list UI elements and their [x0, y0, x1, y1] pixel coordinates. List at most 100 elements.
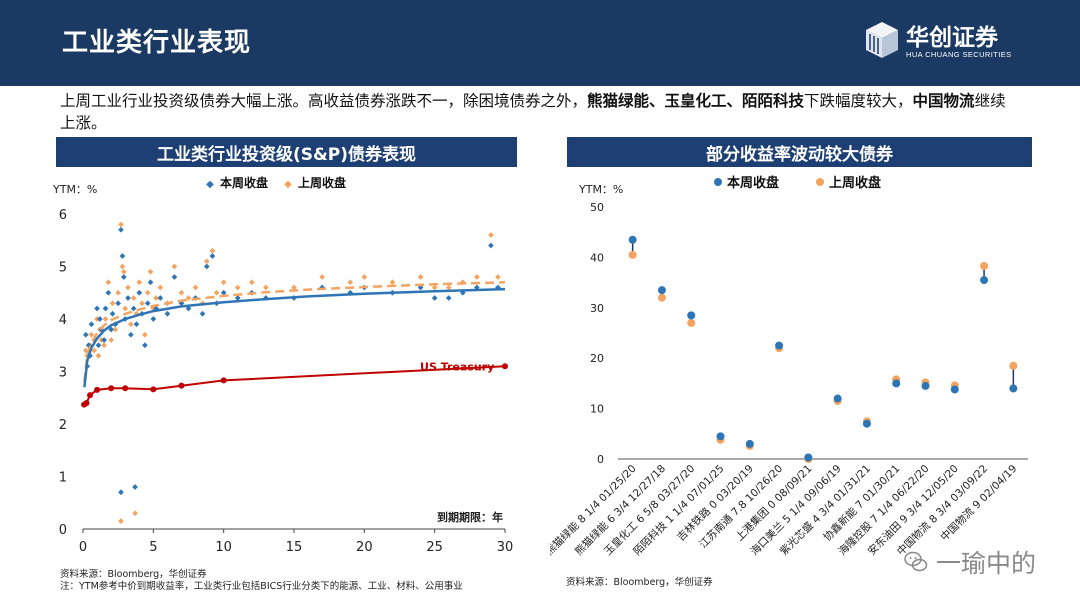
scatter-point-last: [192, 284, 199, 291]
point-current: [657, 286, 666, 295]
scatter-point-last: [474, 274, 480, 280]
treasury-point: [94, 386, 101, 393]
scatter-point-current: [109, 310, 116, 317]
scatter-point-current: [203, 263, 210, 270]
scatter-point-current: [95, 342, 102, 349]
scatter-point-last: [122, 305, 129, 312]
y-tick-label: 2: [59, 418, 67, 433]
logo-name: 华创证券: [906, 25, 998, 51]
point-current: [775, 341, 784, 350]
scatter-point-current: [118, 226, 124, 233]
scatter-point-last: [178, 289, 185, 296]
x-tick-label: 30: [497, 540, 514, 555]
scatter-point-last: [105, 279, 112, 286]
scatter-point-last: [95, 352, 102, 359]
scatter-point-last: [445, 284, 452, 291]
scatter-point-current: [136, 289, 143, 296]
scatter-point-current: [115, 300, 121, 307]
scatter-point-last: [234, 284, 241, 291]
legend-marker-current: [714, 178, 722, 186]
point-current: [833, 394, 842, 403]
scatter-point-last: [119, 263, 126, 270]
treasury-point: [178, 382, 185, 389]
scatter-point-current: [132, 484, 138, 490]
treasury-annotation: US Treasury: [420, 360, 494, 373]
scatter-point-current: [445, 295, 452, 301]
scatter-point-last: [185, 295, 192, 301]
treasury-line: [83, 365, 506, 406]
point-last: [1009, 361, 1018, 370]
scatter-point-last: [101, 342, 107, 349]
scatter-point-current: [127, 331, 134, 338]
y-tick-label: 5: [59, 261, 67, 276]
summary-part-3: 继续上涨。: [60, 92, 1006, 132]
scatter-point-current: [120, 274, 127, 280]
left-footnote: 注：YTM参考中价到期收益率，工业类行业包括BICS行业分类下的能源、工业、材料…: [60, 581, 463, 592]
scatter-point-last: [389, 279, 396, 286]
scatter-point-last: [120, 268, 127, 275]
scatter-point-last: [144, 289, 151, 296]
scatter-point-last: [347, 279, 354, 286]
treasury-point: [87, 392, 94, 399]
scatter-point-current: [171, 274, 178, 280]
scatter-point-last: [118, 221, 124, 228]
scatter-point-last: [118, 518, 124, 524]
scatter-point-last: [319, 274, 325, 280]
y-tick-label: 50: [590, 201, 604, 214]
scatter-point-last: [125, 284, 131, 291]
header-bar: 工业类行业表现 华创证券 HUA CHUANG SECURITIES: [0, 0, 1080, 86]
x-tick-label: 10: [215, 540, 232, 555]
scatter-point-last: [209, 247, 216, 254]
scatter-point-last: [220, 279, 227, 286]
point-current: [950, 385, 959, 394]
legend-label-current: 本周收盘: [220, 175, 268, 190]
x-tick-label: 5: [149, 540, 157, 555]
scatter-point-current: [147, 279, 154, 286]
scatter-point-current: [130, 305, 137, 312]
y-tick-label: 30: [590, 302, 604, 315]
y-tick-label: 0: [597, 453, 604, 466]
legend-marker-last: ◆: [284, 179, 292, 190]
watermark: 一瑜中的: [936, 549, 1037, 578]
point-current: [716, 432, 725, 441]
legend-label-last: 上周收盘: [829, 175, 881, 191]
scatter-point-last: [153, 295, 159, 301]
scatter-point-current: [209, 253, 216, 259]
scatter-point-current: [142, 342, 148, 349]
y-tick-label: 6: [59, 208, 67, 223]
point-current: [687, 311, 696, 320]
scatter-point-last: [127, 321, 134, 328]
x-tick-label: 0: [79, 540, 87, 555]
left-chart: 0 5 10 15 20 25 30 0 1 2 3 4 5 6 YTM：% 到期期限：年 ◆ 本周收盘 ◆ 上周收盘…: [52, 175, 514, 555]
point-current: [1009, 384, 1018, 393]
scatter-point-current: [234, 295, 241, 301]
point-current: [804, 453, 813, 462]
scatter-point-last: [115, 289, 121, 296]
scatter-point-last: [417, 274, 424, 280]
scatter-point-current: [119, 253, 126, 259]
treasury-point: [502, 363, 508, 370]
scatter-point-current: [220, 289, 227, 296]
scatter-point-last: [130, 295, 137, 301]
treasury-point: [83, 400, 90, 406]
scatter-point-current: [94, 305, 100, 312]
right-chart-title: 部分收益率波动较大债券: [567, 137, 1032, 167]
scatter-point-current: [97, 316, 103, 322]
y-tick-label: 10: [590, 403, 604, 416]
wechat-icon: [904, 551, 928, 572]
y-tick-label: 20: [590, 352, 604, 365]
y-axis-label: YTM：%: [578, 183, 623, 196]
scatter-point-current: [125, 295, 131, 301]
treasury-point: [220, 377, 227, 384]
summary-part-2: 下跌幅度较大，: [804, 92, 913, 110]
summary-text: 上周工业行业投资级债券大幅上涨。高收益债券涨跌不一，除困境债券之外，熊猫绿能、玉…: [60, 90, 1020, 134]
scatter-point-last: [142, 331, 148, 338]
point-current: [745, 439, 754, 448]
y-tick-label: 4: [59, 313, 67, 328]
x-tick-label: 15: [286, 540, 303, 555]
y-tick-label: 0: [59, 523, 67, 538]
logo-subtitle: HUA CHUANG SECURITIES: [906, 50, 1012, 59]
y-tick-label: 1: [59, 471, 67, 486]
right-source-note: 资料来源：Bloomberg，华创证券: [566, 577, 713, 588]
scatter-point-last: [139, 300, 145, 307]
